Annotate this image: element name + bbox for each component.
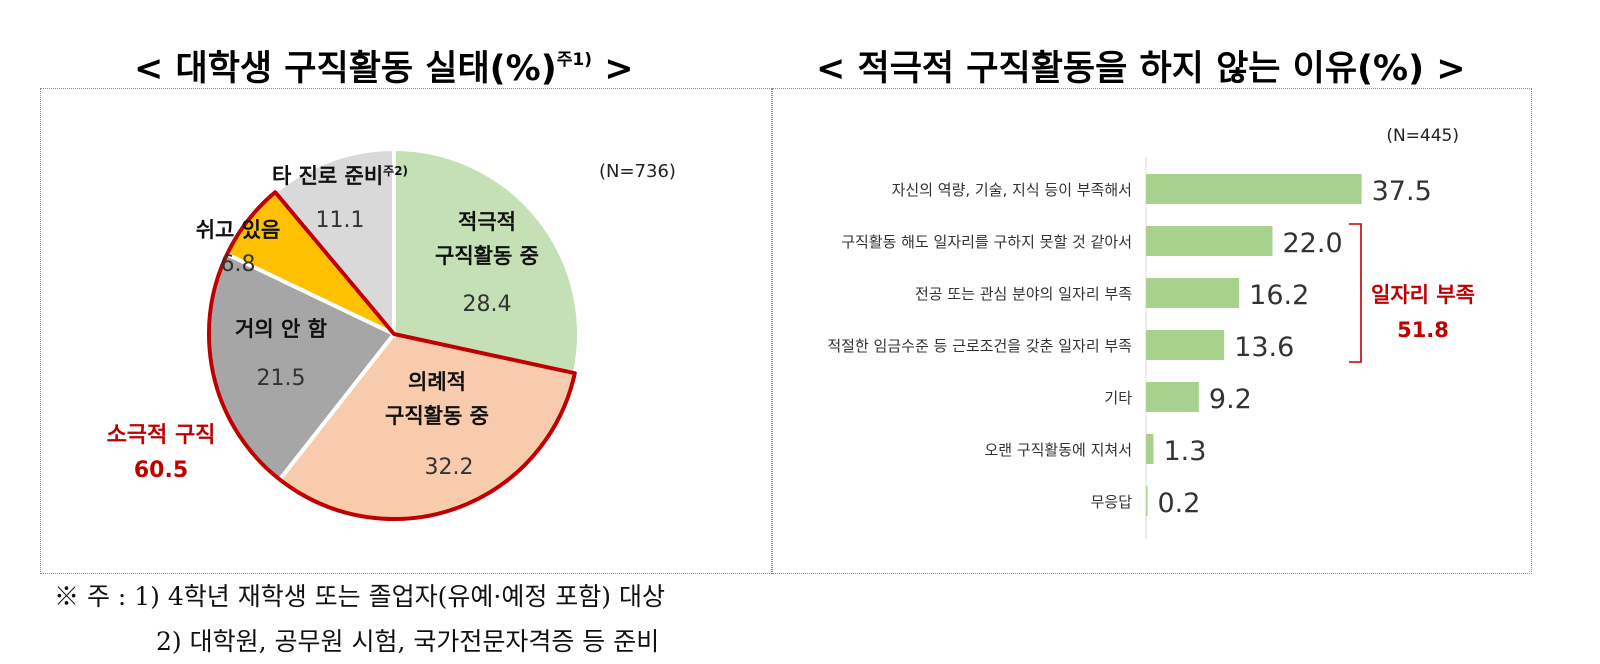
footnote-1: ※ 주 : 1) 4학년 재학생 또는 졸업자(유예·예정 포함) 대상 — [54, 582, 665, 611]
bar-value-label: 0.2 — [1158, 488, 1201, 519]
pie-slice-label: 의례적 — [408, 370, 466, 394]
bar-category-label: 전공 또는 관심 분야의 일자리 부족 — [915, 285, 1132, 303]
pie-chart-title-close: > — [604, 49, 634, 89]
bar-chart: (N=445) 자신의 역량, 기술, 지식 등이 부족해서 37.5 구직활동 해도… — [827, 126, 1475, 539]
pie-slice-value: 28.4 — [463, 292, 512, 317]
bar — [1146, 434, 1154, 464]
bar — [1146, 278, 1240, 308]
pie-slice-label: 적극적 — [458, 210, 516, 234]
bar — [1146, 174, 1362, 204]
bar-chart-title: < 적극적 구직활동을 하지 않는 이유(%) > — [816, 49, 1466, 89]
bar-value-label: 16.2 — [1249, 280, 1309, 311]
bar — [1146, 486, 1148, 516]
pie-slice-value: 6.8 — [221, 252, 256, 277]
bar — [1146, 330, 1225, 360]
pie-chart-panel: 적극적 구직활동 중 28.4 의례적 구직활동 중 32.2 거의 안 함 21.5 쉬고 있… — [40, 88, 772, 574]
bar-group-label: 일자리 부족 — [1371, 283, 1475, 307]
bar — [1146, 226, 1273, 256]
pie-group-outline — [207, 190, 577, 521]
pie-group-label: 소극적 구직 — [107, 423, 216, 448]
bar-chart-panel: (N=445) 자신의 역량, 기술, 지식 등이 부족해서 37.5 구직활동 해도… — [772, 88, 1532, 574]
bar-category-label: 적절한 임금수준 등 근로조건을 갖춘 일자리 부족 — [827, 337, 1132, 355]
pie-chart-title-text: < 대학생 구직활동 실태(%) — [134, 49, 557, 89]
pie-slice-label: 구직활동 중 — [385, 404, 489, 428]
pie-slice-value: 32.2 — [425, 455, 474, 480]
pie-slice — [392, 146, 581, 376]
bar-value-label: 1.3 — [1163, 436, 1206, 467]
bar — [1146, 382, 1199, 412]
pie-group-value: 60.5 — [134, 458, 188, 483]
pie-chart-title-footnote-mark: 주1) — [556, 50, 592, 71]
pie-slice-label: 거의 안 함 — [235, 317, 327, 341]
bar-category-label: 무응답 — [1091, 493, 1133, 511]
pie-slice-label-footnote-mark: 주2) — [383, 164, 408, 178]
pie-chart-title: < 대학생 구직활동 실태(%)주1) > — [134, 40, 634, 91]
bar-group-bracket — [1349, 223, 1362, 363]
pie-slice-value: 21.5 — [257, 366, 306, 391]
bar-category-label: 기타 — [1104, 389, 1132, 407]
pie-slice-label: 쉬고 있음 — [196, 218, 281, 242]
bar-category-label: 오랜 구직활동에 지쳐서 — [984, 441, 1132, 459]
pie-slice — [272, 146, 396, 340]
bar-category-label: 자신의 역량, 기술, 지식 등이 부족해서 — [892, 181, 1132, 199]
footnote-2: 2) 대학원, 공무원 시험, 국가전문자격증 등 준비 — [156, 627, 660, 656]
bar-value-label: 9.2 — [1209, 384, 1252, 415]
bar-value-label: 13.6 — [1234, 332, 1294, 363]
pie-slice-label: 구직활동 중 — [435, 244, 539, 268]
bar-category-label: 구직활동 해도 일자리를 구하지 못할 것 같아서 — [841, 233, 1132, 251]
bar-value-label: 22.0 — [1283, 228, 1343, 259]
bar-sample-size: (N=445) — [1386, 126, 1459, 146]
bar-group-value: 51.8 — [1397, 318, 1449, 342]
pie-slice-value: 11.1 — [316, 208, 365, 233]
bar-value-label: 37.5 — [1372, 176, 1432, 207]
pie-sample-size: (N=736) — [599, 161, 676, 182]
